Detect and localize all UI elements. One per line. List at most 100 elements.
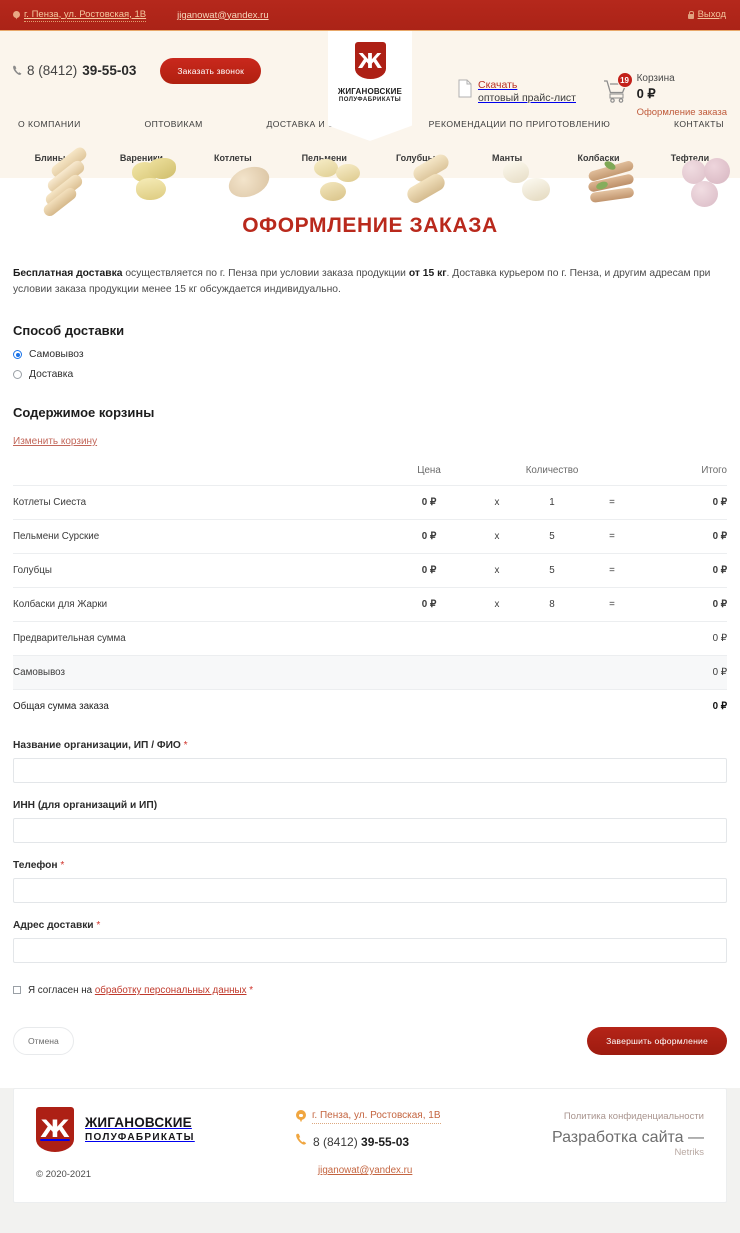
footer-logo-shield-icon: Ж <box>36 1106 74 1152</box>
summary-label: Общая сумма заказа <box>13 688 523 723</box>
summary-row-shipping: Самовывоз 0 ₽ <box>13 654 727 690</box>
row-price: 0 ₽ <box>387 484 471 520</box>
footer-dev-prefix: Разработка сайта — <box>551 1128 704 1146</box>
category-kolbaski[interactable]: Колбаски <box>555 148 643 204</box>
cart-contents-heading: Содержимое корзины <box>13 404 155 420</box>
cart-count-badge: 19 <box>616 72 633 88</box>
radio-option-delivery[interactable]: Доставка <box>13 369 727 380</box>
field-group-address: Адрес доставки * <box>13 920 727 963</box>
nav-item-recommendations[interactable]: РЕКОМЕНДАЦИИ ПО ПРИГОТОВЛЕНИЮ <box>428 119 611 129</box>
summary-value: 0 ₽ <box>523 688 727 723</box>
row-price: 0 ₽ <box>387 586 471 622</box>
category-vareniki[interactable]: Вареники <box>97 148 185 200</box>
footer-phone: 8 (8412) 39-55-03 <box>313 1135 409 1149</box>
site-footer: Ж ЖИГАНОВСКИЕ ПОЛУФАБРИКАТЫ © 2020-2021 … <box>13 1087 727 1203</box>
nav-item-wholesale[interactable]: ОПТОВИКАМ <box>144 119 203 129</box>
nav-item-contacts[interactable]: КОНТАКТЫ <box>674 119 724 129</box>
row-eq-symbol: = <box>581 518 643 554</box>
category-bliny[interactable]: Блины <box>6 145 94 219</box>
required-marker: * <box>249 984 254 996</box>
row-total: 0 ₽ <box>643 552 727 588</box>
cart-checkout-link[interactable]: Оформление заказа <box>636 107 727 118</box>
cart-widget[interactable]: 19 Корзина 0 ₽ Оформление заказа <box>603 72 727 118</box>
footer-logo[interactable]: Ж ЖИГАНОВСКИЕ ПОЛУФАБРИКАТЫ <box>36 1106 266 1152</box>
callback-button[interactable]: Заказать звонок <box>160 57 262 84</box>
col-header-name <box>13 461 387 486</box>
logout-label: Выход <box>697 9 726 20</box>
address-input[interactable] <box>13 937 727 963</box>
page-title: ОФОРМЛЕНИЕ ЗАКАЗА <box>242 214 498 237</box>
organization-input[interactable] <box>13 757 727 783</box>
table-row: Голубцы 0 ₽ x 5 = 0 ₽ <box>13 552 727 588</box>
phone-input[interactable] <box>13 877 727 903</box>
download-pricelist-link[interactable]: Скачать оптовый прайс-лист <box>458 79 576 105</box>
footer-phone-row[interactable]: 8 (8412) 39-55-03 <box>296 1133 441 1151</box>
category-label: Манты <box>492 153 523 163</box>
summary-label: Предварительная сумма <box>13 620 523 656</box>
footer-email-link[interactable]: jiganowat@yandex.ru <box>318 1164 413 1176</box>
radio-pickup-label: Самовывоз <box>29 348 84 360</box>
field-label-text: Адрес доставки <box>13 919 94 931</box>
footer-contacts: г. Пенза, ул. Ростовская, 1В 8 (8412) 39… <box>296 1107 441 1180</box>
category-label: Голубцы <box>396 153 436 163</box>
cancel-button[interactable]: Отмена <box>13 1026 74 1055</box>
row-product-name: Пельмени Сурские <box>13 518 387 554</box>
category-pelmeni[interactable]: Пельмени <box>280 148 368 201</box>
location-pin-icon <box>296 1110 306 1123</box>
radio-option-pickup[interactable]: Самовывоз <box>13 349 727 360</box>
category-label: Тефтели <box>670 153 710 163</box>
radio-delivery-indicator[interactable] <box>13 369 22 379</box>
footer-developer-link[interactable]: Netriks <box>674 1146 704 1158</box>
privacy-policy-link[interactable]: обработку персональных данных <box>94 984 247 996</box>
edit-cart-link[interactable]: Изменить корзину <box>13 435 98 447</box>
footer-privacy-link[interactable]: Политика конфиденциальности <box>563 1110 704 1122</box>
summary-value: 0 ₽ <box>523 654 727 690</box>
topbar: г. Пенза, ул. Ростовская, 1В jiganowat@y… <box>0 0 740 31</box>
logout-link[interactable]: Выход <box>687 9 726 20</box>
field-label-organization: Название организации, ИП / ФИО * <box>13 740 727 751</box>
topbar-email-link[interactable]: jiganowat@yandex.ru <box>177 9 269 21</box>
row-quantity: 1 <box>523 484 581 520</box>
category-golubcy[interactable]: Голубцы <box>372 148 460 206</box>
topbar-address-link[interactable]: г. Пенза, ул. Ростовская, 1В <box>13 9 147 22</box>
pricelist-line-2: оптовый прайс-лист <box>478 92 576 105</box>
col-header-price: Цена <box>417 464 441 476</box>
logo-shield-icon: Ж <box>354 42 386 79</box>
row-price: 0 ₽ <box>387 552 471 588</box>
delivery-method-heading: Способ доставки <box>13 322 125 338</box>
table-header-row: Цена Количество Итого <box>13 461 727 486</box>
summary-row-total: Общая сумма заказа 0 ₽ <box>13 688 727 723</box>
row-eq-symbol: = <box>581 586 643 622</box>
radio-pickup-indicator[interactable] <box>13 349 22 359</box>
cart-label: Корзина <box>636 73 675 84</box>
header-phone[interactable]: 8 (8412) 39-55-03 <box>13 63 136 78</box>
row-total: 0 ₽ <box>643 518 727 554</box>
nav-item-about[interactable]: О КОМПАНИИ <box>18 119 81 129</box>
consent-checkbox[interactable] <box>13 986 21 995</box>
shopping-cart-icon[interactable]: 19 <box>603 72 633 104</box>
required-marker: * <box>183 739 188 751</box>
nav-item-delivery[interactable]: ДОСТАВКА И ОПЛАТА <box>266 119 365 129</box>
logo-line-2: ПОЛУФАБРИКАТЫ <box>338 97 402 103</box>
delivery-notice-bold-1: Бесплатная доставка <box>13 268 123 279</box>
logo[interactable]: Ж ЖИГАНОВСКИЕ ПОЛУФАБРИКАТЫ <box>328 31 412 141</box>
category-manty[interactable]: Манты <box>463 148 551 201</box>
row-quantity: 5 <box>523 518 581 554</box>
row-mult-symbol: x <box>471 518 523 554</box>
inn-input[interactable] <box>13 817 727 843</box>
footer-logo-line-2: ПОЛУФАБРИКАТЫ <box>85 1132 195 1144</box>
form-actions: Отмена Завершить оформление <box>13 1026 727 1055</box>
submit-order-button[interactable]: Завершить оформление <box>587 1026 727 1055</box>
category-tefteli[interactable]: Тефтели <box>646 148 734 207</box>
footer-address-row[interactable]: г. Пенза, ул. Ростовская, 1В <box>296 1110 441 1124</box>
row-eq-symbol: = <box>581 552 643 588</box>
radio-delivery-label: Доставка <box>29 368 74 380</box>
phone-icon <box>13 65 22 76</box>
consent-row[interactable]: Я согласен на обработку персональных дан… <box>13 985 727 996</box>
delivery-notice-text-2: . Доставка курьером по г. Пенза, и други… <box>13 268 711 295</box>
row-product-name: Колбаски для Жарки <box>13 586 387 622</box>
row-mult-symbol: x <box>471 484 523 520</box>
row-total: 0 ₽ <box>643 484 727 520</box>
category-kotlety[interactable]: Котлеты <box>189 148 277 203</box>
field-label-text: Телефон <box>13 859 58 871</box>
